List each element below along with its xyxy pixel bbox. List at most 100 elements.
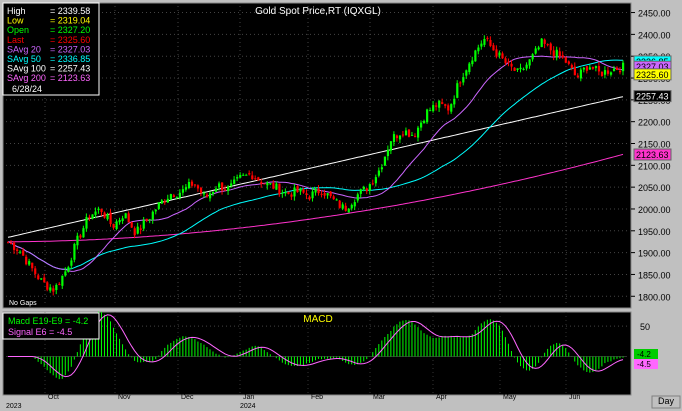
x-tick-label: Dec (181, 394, 194, 401)
legend-box (2, 2, 100, 96)
candle-body (594, 65, 598, 69)
candle-body (230, 183, 233, 186)
x-tick-label: Jun (569, 394, 580, 401)
candle-body (151, 211, 154, 220)
x-year-label: 2023 (6, 403, 22, 410)
candle-body (386, 149, 390, 157)
price-tag-label: 2325.60 (636, 70, 669, 80)
candle-body (193, 184, 197, 186)
chart-title: Gold Spot Price,RT (IQXGL) (255, 6, 381, 17)
candle-body (453, 98, 456, 105)
candle-body (483, 38, 486, 45)
candle-body (615, 67, 619, 71)
candle-body (383, 156, 387, 166)
legend-label: Last (7, 35, 25, 45)
candle-body (438, 100, 441, 108)
y-tick-label: 2450.00 (638, 9, 671, 19)
legend-label: Open (7, 25, 29, 35)
candle-body (423, 120, 426, 124)
candle-body (347, 208, 350, 213)
candle-body (172, 195, 176, 197)
y-tick-label: 1950.00 (638, 227, 671, 237)
candle-body (573, 66, 576, 76)
legend-value: = 2336.85 (50, 54, 90, 64)
candle-body (278, 183, 281, 195)
legend-label: Low (7, 16, 24, 26)
candle-body (317, 188, 320, 194)
candle-body (100, 208, 103, 213)
legend-label: SAvg 100 (7, 64, 46, 74)
candle-body (242, 174, 245, 176)
candle-body (43, 277, 46, 283)
candle-body (311, 191, 314, 199)
candle-body (600, 71, 604, 77)
y-tick-label: 1800.00 (638, 292, 671, 302)
candle-body (549, 43, 552, 51)
candle-body (585, 66, 589, 71)
candle-body (148, 219, 151, 221)
candle-body (588, 67, 592, 70)
candle-body (471, 60, 474, 65)
macd-legend-row: Signal E6 = -4.5 (8, 327, 72, 337)
legend-value: = 2327.03 (50, 44, 90, 54)
legend-value: = 2257.43 (50, 64, 90, 74)
legend-value: = 2339.58 (50, 6, 90, 16)
candle-body (510, 63, 513, 67)
candle-body (392, 134, 396, 143)
candle-body (546, 44, 549, 46)
candle-body (353, 202, 356, 207)
candle-body (46, 282, 49, 290)
candle-body (474, 50, 477, 62)
candle-body (266, 182, 269, 186)
candle-body (196, 185, 200, 189)
candle-body (365, 188, 368, 192)
candle-body (362, 186, 365, 190)
candle-body (67, 267, 70, 272)
candle-body (82, 228, 85, 238)
candle-body (58, 283, 61, 285)
candle-body (130, 222, 133, 228)
candle-body (308, 196, 311, 200)
candle-body (169, 194, 172, 200)
candle-body (335, 199, 338, 201)
candle-body (40, 278, 43, 280)
period-label[interactable]: Day (658, 396, 675, 406)
candle-body (410, 134, 414, 136)
candle-body (531, 54, 534, 60)
candle-body (450, 104, 453, 112)
candle-body (91, 214, 94, 219)
candle-body (115, 221, 118, 229)
x-tick-label: Mar (373, 394, 386, 401)
candle-body (567, 61, 570, 64)
sma200-line (8, 153, 624, 243)
candle-body (489, 39, 492, 46)
candle-body (227, 186, 230, 191)
legend-label: SAvg 200 (7, 73, 46, 83)
macd-tag (634, 359, 658, 369)
candle-body (576, 75, 579, 78)
candle-body (257, 177, 260, 181)
candle-body (22, 250, 25, 256)
candle-body (368, 184, 371, 191)
candle-body (25, 256, 28, 265)
price-tag-label: 2123.63 (636, 150, 669, 160)
price-tag (633, 68, 672, 81)
candle-body (314, 188, 317, 193)
candle-body (37, 275, 40, 280)
candle-body (534, 48, 537, 54)
candle-body (154, 209, 157, 212)
legend-label: SAvg 50 (7, 54, 41, 64)
x-tick-label: Nov (118, 394, 131, 401)
candle-body (187, 182, 191, 189)
period-button[interactable] (651, 395, 681, 409)
candle-body (320, 193, 323, 195)
candle-body (401, 134, 405, 136)
candle-body (236, 177, 239, 179)
price-panel[interactable] (2, 2, 632, 309)
candle-body (622, 62, 625, 72)
price-tag-label: 2327.03 (636, 62, 669, 72)
candle-body (492, 45, 495, 51)
candle-body (413, 135, 417, 137)
candle-body (323, 192, 326, 196)
price-tag-label: 2257.43 (636, 92, 669, 102)
